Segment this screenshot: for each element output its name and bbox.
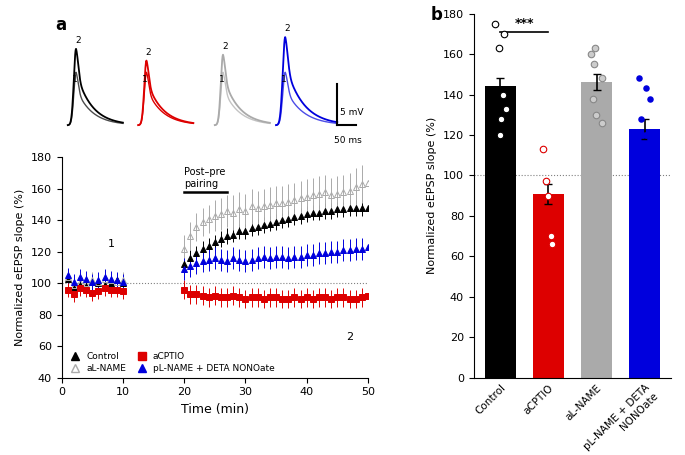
Point <box>489 20 500 27</box>
Point <box>635 147 646 155</box>
Point <box>494 45 505 52</box>
Point <box>590 111 601 118</box>
Point <box>590 45 601 52</box>
Point <box>643 178 653 185</box>
Point <box>501 105 512 112</box>
Point <box>640 131 651 139</box>
Point <box>586 51 597 58</box>
Bar <box>533 194 564 378</box>
Point <box>588 95 599 102</box>
Point <box>588 61 599 68</box>
Text: 2: 2 <box>145 48 151 57</box>
Point <box>495 131 506 139</box>
Text: 2: 2 <box>284 24 290 33</box>
Point <box>545 233 556 240</box>
Point <box>497 91 508 98</box>
Text: 1: 1 <box>280 75 286 84</box>
Bar <box>629 129 660 378</box>
Text: ***: *** <box>514 17 534 30</box>
Point <box>596 75 607 82</box>
Point <box>636 115 647 122</box>
Bar <box>581 82 612 378</box>
Text: 1: 1 <box>219 75 224 84</box>
X-axis label: Time (min): Time (min) <box>181 403 249 416</box>
Text: a: a <box>55 16 66 34</box>
Legend: Control, aL-NAME, aCPTIO, pL-NAME + DETA NONOate: Control, aL-NAME, aCPTIO, pL-NAME + DETA… <box>66 353 275 373</box>
Point <box>645 95 656 102</box>
Text: 5 mV: 5 mV <box>340 108 364 117</box>
Point <box>640 172 651 179</box>
Point <box>538 146 549 153</box>
Point <box>634 75 645 82</box>
Y-axis label: Normalized eEPSP slope (%): Normalized eEPSP slope (%) <box>427 117 437 274</box>
Text: 1: 1 <box>108 239 114 249</box>
Text: 2: 2 <box>347 332 353 342</box>
Text: 2: 2 <box>222 42 227 51</box>
Text: 2: 2 <box>75 36 81 45</box>
Text: 50 ms: 50 ms <box>334 136 362 145</box>
Point <box>645 136 656 143</box>
Y-axis label: Normalized eEPSP slope (%): Normalized eEPSP slope (%) <box>15 189 25 346</box>
Text: Post–pre
pairing: Post–pre pairing <box>184 167 225 189</box>
Text: b: b <box>430 6 442 25</box>
Bar <box>484 86 516 378</box>
Point <box>495 115 506 122</box>
Point <box>543 192 554 199</box>
Point <box>547 241 558 248</box>
Text: 1: 1 <box>71 75 77 84</box>
Point <box>498 30 509 37</box>
Point <box>640 85 651 92</box>
Point <box>597 119 608 126</box>
Point <box>540 178 551 185</box>
Text: 1: 1 <box>142 75 148 84</box>
